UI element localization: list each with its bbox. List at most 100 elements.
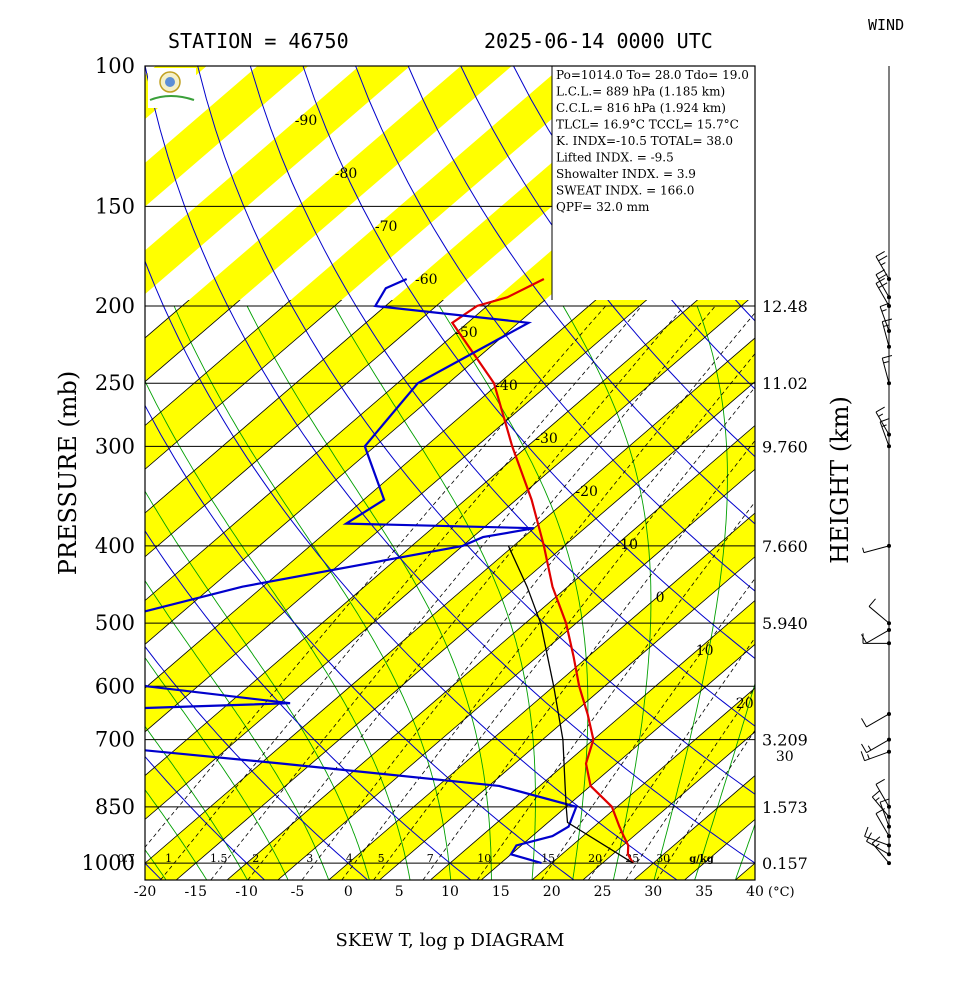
mixing-ratio-line — [373, 386, 755, 880]
wind-barb — [875, 269, 891, 300]
dry-adiabat — [145, 66, 755, 864]
info-line: Lifted INDX. = -9.5 — [556, 151, 674, 165]
isotherm-line — [145, 300, 394, 514]
temperature-tick-label: 40 — [746, 884, 764, 900]
isotherm-label: 20 — [736, 696, 754, 712]
mixing-ratio-label: 2 — [252, 852, 259, 865]
dry-adiabat — [407, 66, 755, 525]
height-tick-label: 1.573 — [762, 798, 808, 817]
temperature-tick-label: 35 — [695, 884, 713, 900]
isotherm-line — [145, 300, 343, 470]
dry-adiabat — [145, 259, 678, 880]
height-tick-label: 9.760 — [762, 437, 808, 456]
isotherm-line — [145, 337, 755, 864]
dry-adiabat — [249, 66, 755, 727]
mixing-ratio-label: 30 — [656, 852, 670, 865]
pressure-tick-label: 400 — [95, 534, 135, 558]
moist-adiabat — [145, 656, 289, 880]
pressure-tick-label: 1000 — [82, 851, 135, 875]
info-line: Showalter INDX. = 3.9 — [556, 167, 696, 181]
isotherm-line — [378, 556, 755, 880]
info-line: TLCL= 16.9°C TCCL= 15.7°C — [556, 118, 739, 132]
pressure-tick-label: 850 — [95, 795, 135, 819]
isotherm-label: -40 — [495, 378, 518, 394]
isotherm-label: -50 — [455, 325, 478, 341]
dry-adiabat — [956, 30, 960, 897]
isotherm-line — [145, 300, 546, 645]
mixing-ratio-line — [301, 312, 755, 880]
moist-adiabat — [334, 305, 536, 880]
moist-adiabat — [145, 789, 208, 880]
dry-adiabat — [145, 530, 472, 880]
dry-adiabat — [355, 66, 755, 592]
wind-profile — [860, 66, 893, 866]
mixing-ratio-line — [247, 305, 716, 880]
wind-barb — [860, 749, 891, 762]
info-box: Po=1014.0 To= 28.0 Tdo= 19.0 L.C.L.= 889 … — [556, 68, 749, 214]
moist-adiabat — [246, 305, 492, 880]
pressure-tick-label: 150 — [95, 194, 135, 218]
wind-barb — [866, 832, 891, 857]
temperature-tick-label: 30 — [644, 884, 662, 900]
moist-adiabat — [653, 305, 728, 880]
temperature-tick-label: 25 — [594, 884, 612, 900]
isotherm-band — [145, 66, 411, 295]
temperature-tick-label: -10 — [235, 884, 258, 900]
isotherm-line — [145, 300, 648, 733]
moist-adiabat — [173, 305, 452, 880]
isotherm-band — [145, 66, 614, 470]
mixing-ratio-line — [210, 305, 685, 880]
moist-adiabat — [145, 580, 330, 880]
wind-barb — [861, 712, 891, 728]
wind-barb — [871, 790, 891, 819]
mixing-ratio-label: 7 — [427, 852, 434, 865]
isotherm-line — [429, 600, 755, 880]
mixing-ratio-labels: 0.7 1 1.5 2 3 4 5 7 10 15 20 25 30 g/kg — [117, 852, 713, 865]
mixing-ratio-line — [588, 637, 755, 880]
moist-adiabat — [734, 823, 755, 880]
isotherm-band — [145, 250, 755, 820]
pressure-tick-label: 250 — [95, 371, 135, 395]
isotherm-band — [145, 162, 755, 732]
dry-adiabat — [751, 30, 960, 897]
pressure-tick-labels: 100 150 200 250 300 400 500 600 700 850 1000 — [82, 54, 135, 875]
wind-barb — [864, 826, 891, 848]
mixing-ratio-label: 1.5 — [210, 852, 228, 865]
isotherm-line — [531, 687, 755, 880]
temperature-tick-label: 10 — [441, 884, 459, 900]
info-line: L.C.L.= 889 hPa (1.185 km) — [556, 85, 725, 99]
isotherm-line — [328, 512, 755, 880]
height-tick-label: 5.940 — [762, 614, 808, 633]
info-line: C.C.L.= 816 hPa (1.924 km) — [556, 101, 726, 115]
isotherm-label: -10 — [616, 537, 639, 553]
parcel-series — [507, 545, 634, 864]
isotherm-label: -90 — [295, 113, 318, 129]
mixing-ratio-line — [540, 577, 755, 880]
moist-adiabat — [145, 725, 248, 880]
info-line: QPF= 32.0 mm — [556, 200, 650, 214]
isotherm-line — [480, 643, 755, 880]
wind-barb — [862, 633, 891, 646]
height-axis-title: HEIGHT (km) — [826, 396, 854, 564]
dry-adiabat — [302, 66, 755, 660]
isotherm-line — [277, 468, 755, 880]
isotherm-label: -80 — [335, 166, 358, 182]
dry-adiabat — [145, 645, 369, 880]
wind-barb — [861, 628, 891, 644]
isotherm-line — [226, 424, 755, 880]
dry-adiabat — [853, 30, 960, 897]
x-unit-label: (°C) — [768, 885, 795, 900]
mixing-ratio-label: 3 — [306, 852, 313, 865]
moist-adiabat — [145, 490, 370, 880]
temperature-tick-labels: -20 -15 -10 -5 0 5 10 15 20 25 30 35 40 — [134, 884, 764, 900]
dry-adiabat — [197, 66, 755, 795]
wind-barb — [875, 778, 891, 809]
y-axis-title: PRESSURE (mb) — [54, 371, 82, 576]
isotherm-labels: -90 -80 -70 -60 -50 -40 -30 -20 -10 0 10 20 30 — [295, 113, 794, 765]
isotherm-label: -70 — [375, 219, 398, 235]
height-tick-labels: 12.48 11.02 9.760 7.660 5.940 3.209 1.573 0.157 — [762, 297, 808, 873]
mixing-ratio-line — [160, 305, 643, 880]
dry-adiabats — [145, 30, 960, 897]
isotherm-line — [145, 300, 495, 602]
isotherm-label: -60 — [415, 272, 438, 288]
